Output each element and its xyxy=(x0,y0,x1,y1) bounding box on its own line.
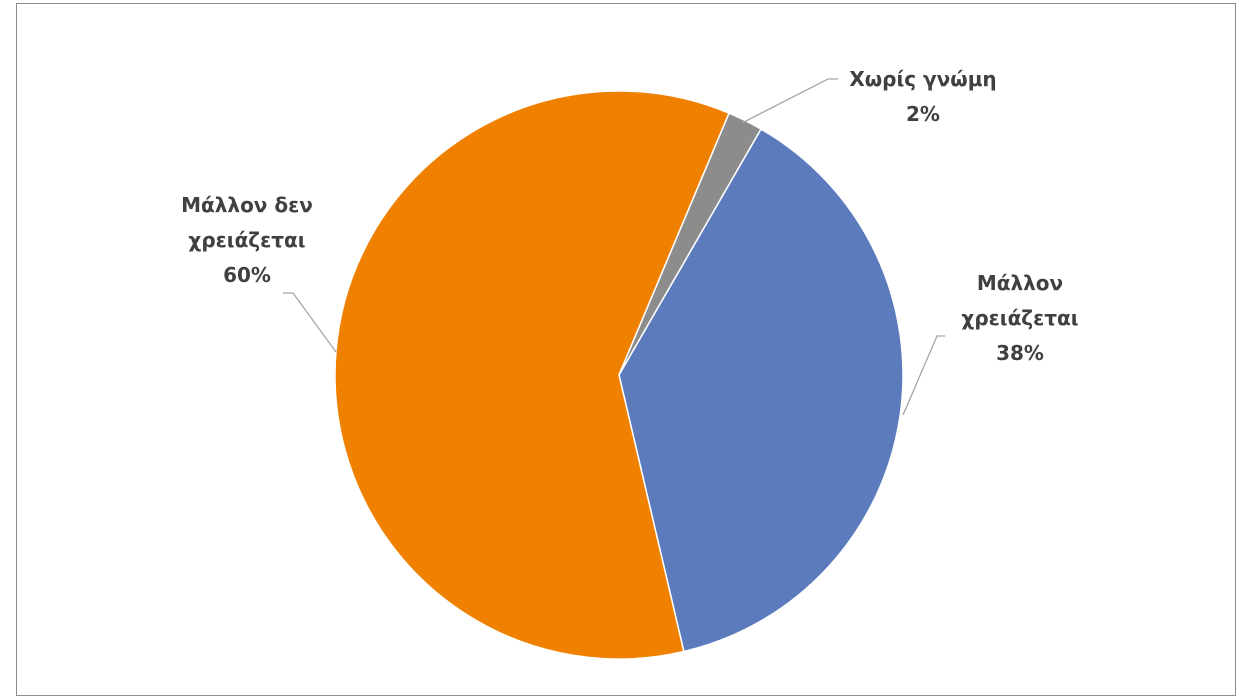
leader-line-3 xyxy=(741,78,838,124)
data-label-line: Μάλλον δεν xyxy=(181,193,313,217)
data-label-line: 60% xyxy=(223,263,271,287)
pie-slices xyxy=(334,90,904,660)
data-label-line: 2% xyxy=(906,102,940,126)
data-label-1: Μάλλον χρειάζεται 38% xyxy=(961,271,1078,365)
pie-slice-1 xyxy=(618,128,904,653)
data-label-line: χρειάζεται xyxy=(961,306,1078,330)
data-label-3: Χωρίς γνώμη 2% xyxy=(849,67,996,126)
leader-lines xyxy=(283,78,945,416)
leader-line-1 xyxy=(902,335,945,416)
data-label-line: Μάλλον xyxy=(977,271,1063,295)
data-label-line: χρειάζεται xyxy=(188,228,305,252)
data-label-2: Μάλλον δεν χρειάζεται 60% xyxy=(181,193,313,287)
data-labels: Μάλλον χρειάζεται 38% Μάλλον δεν χρειάζεται 6… xyxy=(181,67,1078,365)
leader-line-2 xyxy=(283,292,337,353)
data-label-line: Χωρίς γνώμη xyxy=(849,67,996,91)
data-label-line: 38% xyxy=(996,341,1044,365)
